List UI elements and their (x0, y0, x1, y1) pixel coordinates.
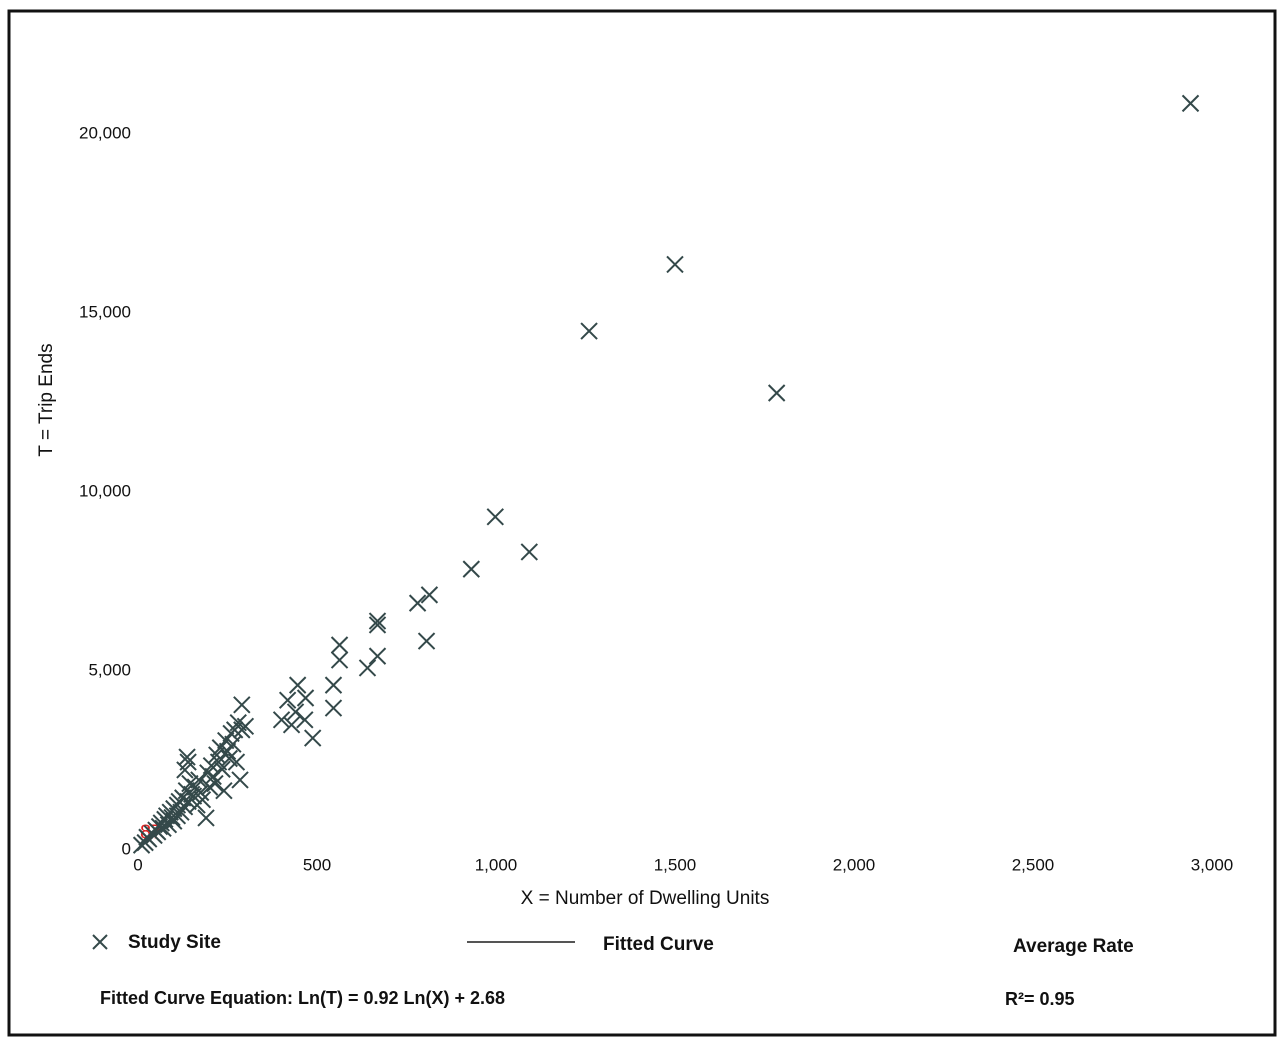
y-tick-label: 5,000 (88, 660, 131, 679)
x-tick-label: 1,500 (654, 855, 697, 874)
data-point (370, 613, 386, 629)
x-tick-label: 0 (133, 855, 142, 874)
frame (9, 11, 1275, 1035)
x-tick-label: 2,000 (833, 855, 876, 874)
data-point (667, 256, 683, 272)
data-point (370, 617, 386, 633)
data-point (332, 637, 348, 653)
data-point (288, 704, 304, 720)
data-point (1183, 95, 1199, 111)
data-point (214, 761, 230, 777)
data-point (359, 660, 375, 676)
data-point (410, 595, 426, 611)
y-tick-label: 15,000 (79, 302, 131, 321)
data-point (521, 544, 537, 560)
y-tick-label: 10,000 (79, 481, 131, 500)
data-point (280, 692, 296, 708)
data-point (216, 783, 232, 799)
data-point (173, 804, 189, 820)
y-tick-label: 0 (122, 839, 131, 858)
data-point (370, 648, 386, 664)
data-point (769, 385, 785, 401)
legend-marker (93, 935, 107, 949)
data-point (234, 697, 250, 713)
data-point (228, 754, 244, 770)
data-point (225, 736, 241, 752)
x-tick-label: 3,000 (1191, 855, 1234, 874)
data-point (419, 633, 435, 649)
x-tick-label: 500 (303, 855, 331, 874)
legend-label: Study Site (128, 932, 221, 953)
data-point (198, 810, 214, 826)
legend-label: Fitted Curve (603, 934, 714, 955)
data-point (325, 677, 341, 693)
data-point (581, 323, 597, 339)
legend-label: Average Rate (1013, 936, 1134, 957)
data-point (237, 718, 253, 734)
data-point (297, 712, 313, 728)
x-axis-label: X = Number of Dwelling Units (521, 888, 770, 909)
x-tick-label: 2,500 (1012, 855, 1055, 874)
data-point (325, 700, 341, 716)
data-point (332, 652, 348, 668)
x-tick-label: 1,000 (475, 855, 518, 874)
chart: X = Number of Dwelling Units T = Trip En… (0, 0, 1283, 1040)
data-point (232, 772, 248, 788)
y-tick-label: 20,000 (79, 123, 131, 142)
data-point (305, 730, 321, 746)
data-point (421, 587, 437, 603)
r-squared: R²= 0.95 (1005, 989, 1075, 1009)
data-point (487, 509, 503, 525)
data-point (463, 561, 479, 577)
equation: Fitted Curve Equation: Ln(T) = 0.92 Ln(X… (100, 988, 505, 1008)
y-axis-label: T = Trip Ends (36, 343, 57, 456)
